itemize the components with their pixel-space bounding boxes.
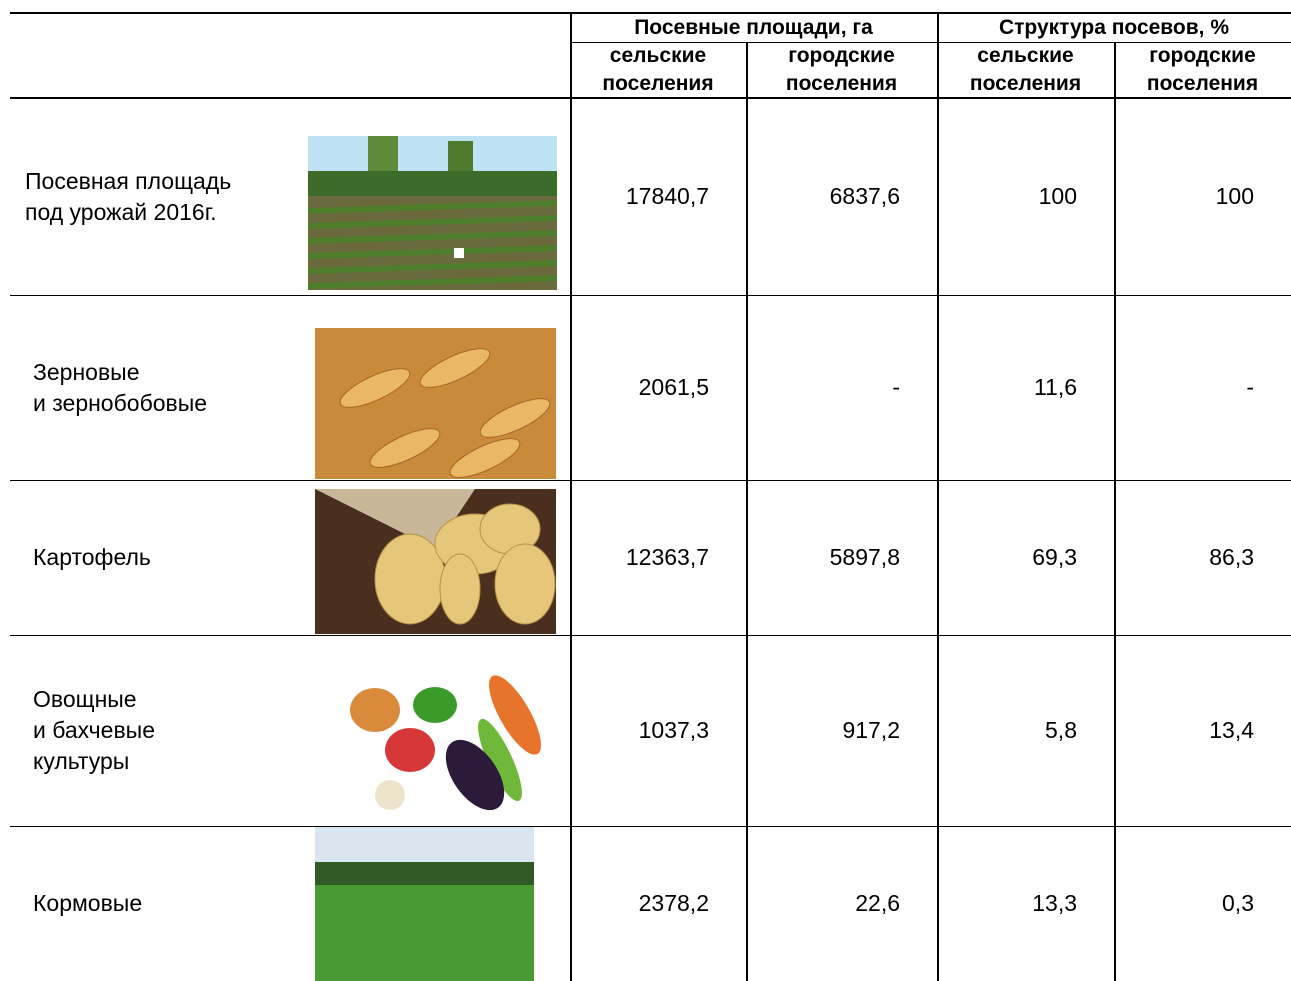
row-label: и зернобобовые bbox=[33, 389, 208, 416]
rule bbox=[570, 13, 572, 981]
row-label: под урожай 2016г. bbox=[25, 198, 217, 225]
row-label: Картофель bbox=[33, 544, 151, 570]
rule bbox=[10, 12, 1291, 14]
sub-header: городские bbox=[788, 44, 895, 67]
photo bbox=[315, 328, 556, 479]
rule bbox=[1114, 42, 1116, 981]
cell-value: 1037,3 bbox=[638, 716, 709, 743]
row-label: Кормовые bbox=[33, 890, 143, 916]
cell-value: - bbox=[892, 373, 900, 400]
rule bbox=[570, 42, 1291, 43]
cell-value: 5897,8 bbox=[829, 543, 900, 570]
photo bbox=[315, 489, 556, 634]
rule bbox=[10, 97, 1291, 99]
row-label: Посевная площадь bbox=[25, 167, 232, 194]
row-label: культуры bbox=[33, 748, 130, 774]
rule bbox=[10, 826, 1291, 827]
cell-value: 11,6 bbox=[1033, 373, 1077, 400]
group-header: Посевные площади, га bbox=[634, 16, 873, 39]
sub-header: поселения bbox=[785, 72, 898, 95]
cell-value: 86,3 bbox=[1209, 543, 1254, 570]
rule bbox=[746, 42, 748, 981]
cell-value: 2378,2 bbox=[638, 889, 709, 916]
cell-value: 13,3 bbox=[1032, 889, 1077, 916]
cell-value: 2061,5 bbox=[638, 373, 709, 400]
row-label: и бахчевые bbox=[33, 717, 155, 743]
row-label: Овощные bbox=[33, 686, 137, 712]
cell-value: 13,4 bbox=[1209, 716, 1254, 743]
cell-value: 17840,7 bbox=[625, 182, 709, 209]
cell-value: 69,3 bbox=[1032, 543, 1077, 570]
sub-header: поселения bbox=[602, 72, 714, 95]
rule bbox=[937, 13, 939, 981]
cell-value: 6837,6 bbox=[829, 182, 900, 209]
group-header: Структура посевов, % bbox=[998, 16, 1230, 39]
row-label: Зерновые bbox=[33, 358, 140, 385]
sub-header: сельские bbox=[609, 44, 707, 67]
photo bbox=[308, 136, 557, 290]
rule bbox=[10, 480, 1291, 481]
cell-value: 917,2 bbox=[842, 716, 900, 743]
sub-header: городские bbox=[1149, 44, 1256, 67]
cell-value: - bbox=[1246, 373, 1254, 400]
rule bbox=[10, 295, 1291, 296]
cell-value: 5,8 bbox=[1045, 716, 1077, 743]
photo bbox=[315, 827, 534, 981]
photo bbox=[315, 665, 556, 823]
cell-value: 12363,7 bbox=[625, 543, 709, 570]
sub-header: сельские bbox=[977, 44, 1074, 67]
cell-value: 0,3 bbox=[1222, 889, 1254, 916]
cell-value: 100 bbox=[1038, 182, 1077, 209]
sub-header: поселения bbox=[969, 72, 1082, 95]
cell-value: 22,6 bbox=[855, 889, 900, 916]
sub-header: поселения bbox=[1146, 72, 1259, 95]
rule bbox=[10, 635, 1291, 636]
cell-value: 100 bbox=[1215, 182, 1254, 209]
